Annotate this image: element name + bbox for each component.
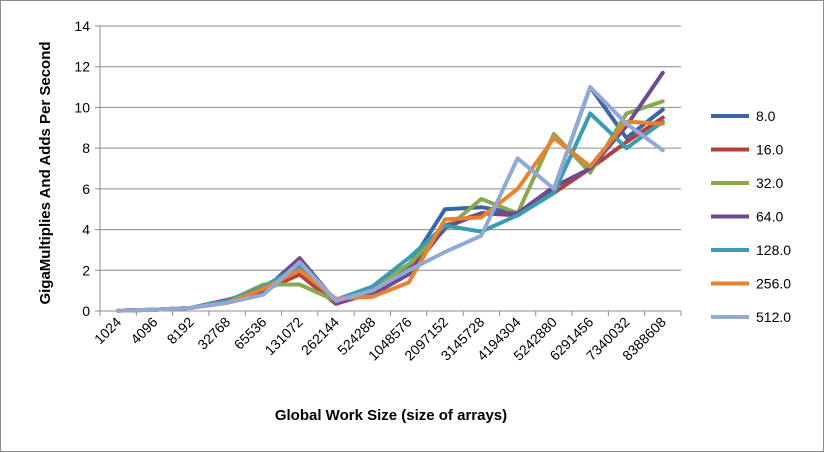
grid-lines [100,25,681,271]
legend-label: 512.0 [756,309,791,325]
legend-label: 256.0 [756,276,791,292]
y-tick-label: 0 [82,303,90,319]
series-lines [116,70,665,313]
x-axis-title: Global Work Size (size of arrays) [275,407,507,424]
y-tick-label: 8 [82,140,90,156]
y-tick-labels: 0 2 4 6 8 10 12 14 [74,18,90,319]
y-tick-label: 6 [82,181,90,197]
x-tick-label: 262144 [298,314,342,358]
x-tick-label: 1024 [91,314,124,347]
legend-label: 128.0 [756,242,791,258]
x-tick-label: 131072 [261,314,305,358]
y-tick-label: 12 [74,59,90,75]
y-axis-title: GigaMultiplies And Adds Per Second [37,41,54,304]
y-tick-label: 14 [74,18,90,34]
legend-label: 8.0 [756,108,776,124]
y-tick-label: 10 [74,99,90,115]
y-tick-label: 4 [82,222,90,238]
y-tick-label: 2 [82,262,90,278]
x-tick-label: 32768 [194,314,233,353]
x-tick-labels: 1024 4096 81923276865536131072262144524288… [91,314,669,364]
legend-label: 64.0 [756,209,783,225]
legend: 8.0 16.0 32.0 64.0 128.0 256.0 512.0 [711,108,791,325]
legend-label: 16.0 [756,142,783,158]
x-tick-label: 4096 [127,314,160,347]
series-line-512.0 [116,85,665,313]
axes [95,25,682,316]
legend-label: 32.0 [756,175,783,191]
x-tick-label: 8192 [164,314,197,347]
